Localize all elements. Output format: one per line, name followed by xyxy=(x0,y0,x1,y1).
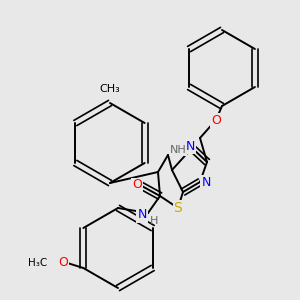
Text: O: O xyxy=(132,178,142,191)
Text: CH₃: CH₃ xyxy=(100,84,120,94)
Text: NH: NH xyxy=(169,145,186,155)
Text: S: S xyxy=(174,201,182,215)
Text: N: N xyxy=(185,140,195,152)
Text: O: O xyxy=(58,256,68,269)
Text: N: N xyxy=(137,208,147,221)
Text: H: H xyxy=(150,216,158,226)
Text: N: N xyxy=(201,176,211,188)
Text: H₃C: H₃C xyxy=(28,258,47,268)
Text: O: O xyxy=(211,113,221,127)
